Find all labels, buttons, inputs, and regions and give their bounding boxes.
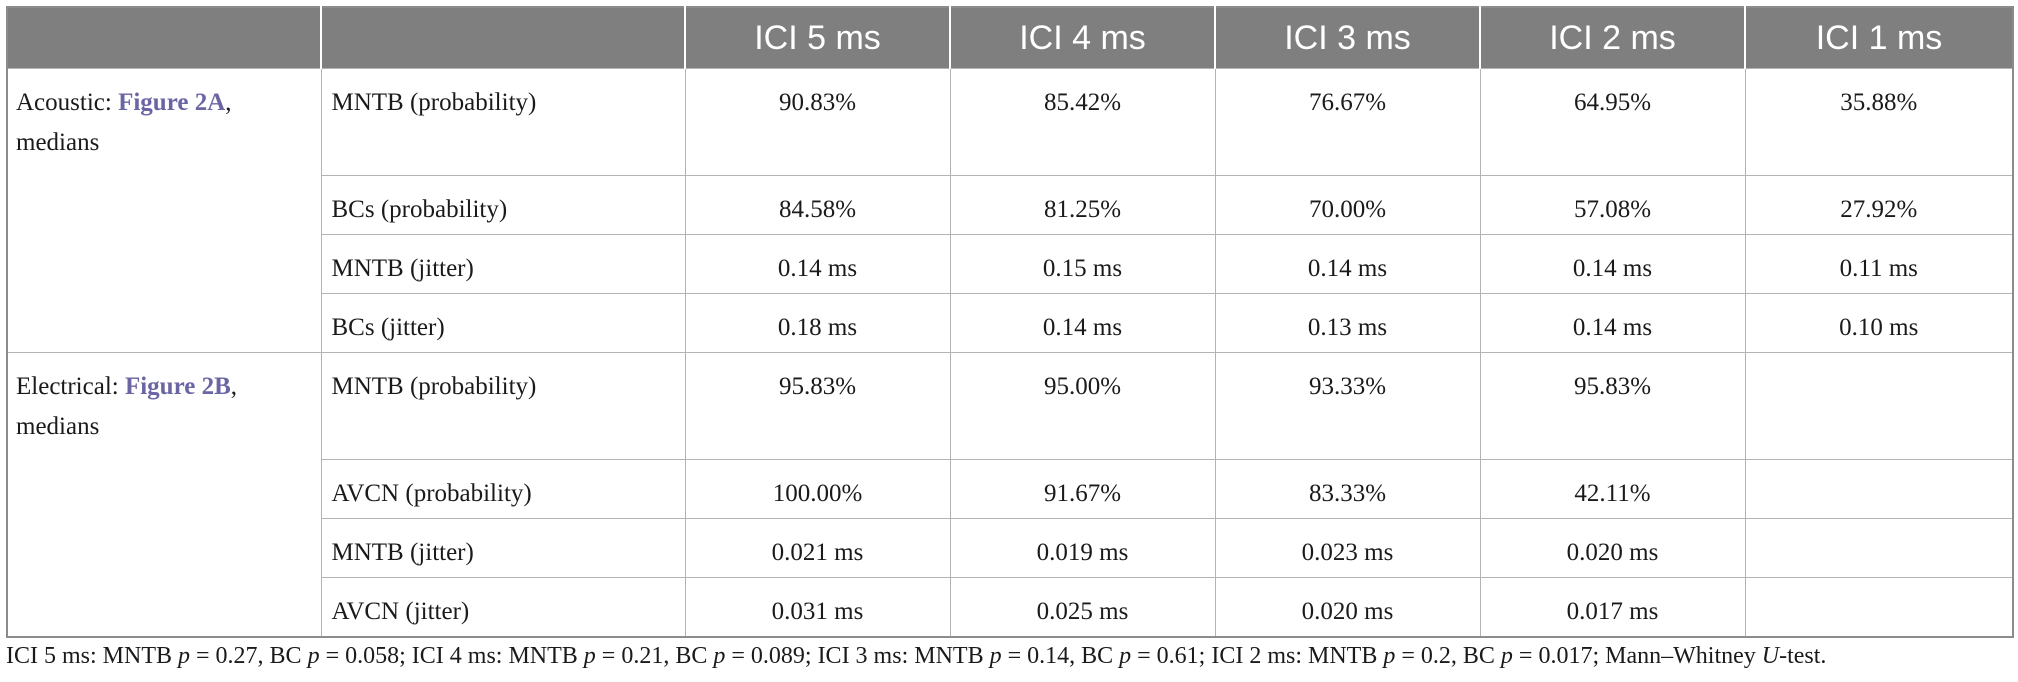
value-cell: 0.021 ms [684, 518, 951, 578]
table-row: Electrical: Figure 2B, medians MNTB (pro… [6, 352, 2014, 638]
group-label-prefix: Electrical: [16, 373, 125, 400]
footnote-segment: p [1383, 643, 1396, 669]
footnote-segment: p [1500, 643, 1513, 669]
header-ici-2: ICI 2 ms [1479, 7, 1746, 69]
value-cell: 0.11 ms [1744, 234, 2014, 294]
table-header-row: ICI 5 ms ICI 4 ms ICI 3 ms ICI 2 ms ICI … [7, 7, 2013, 69]
value-cell: 81.25% [949, 175, 1216, 235]
header-ici-3: ICI 3 ms [1214, 7, 1481, 69]
value-cell: 0.13 ms [1214, 293, 1481, 353]
value-cell: 91.67% [949, 459, 1216, 519]
header-group-cell [7, 7, 322, 69]
results-table: ICI 5 ms ICI 4 ms ICI 3 ms ICI 2 ms ICI … [6, 6, 2014, 638]
value-cell: 0.14 ms [684, 234, 951, 294]
value-cell: 70.00% [1214, 175, 1481, 235]
value-cell [1744, 352, 2014, 460]
footnote-segment: p [307, 643, 320, 669]
group-label-suffix: , [225, 89, 232, 116]
header-ici-1: ICI 1 ms [1744, 7, 2013, 69]
value-cell: 0.15 ms [949, 234, 1216, 294]
footnote-segment: = 0.14, BC [1001, 643, 1120, 669]
param-cell: AVCN (jitter) [320, 577, 686, 638]
footnote-segment: p [1119, 643, 1132, 669]
footnote-segment: = 0.089; ICI 3 ms: MNTB [725, 643, 990, 669]
footnote-segment: -test. [1779, 643, 1827, 669]
value-cell: 0.10 ms [1744, 293, 2014, 353]
value-cell: 35.88% [1744, 68, 2014, 176]
table-row: BCs (jitter) 0.18 ms 0.14 ms 0.13 ms 0.1… [7, 293, 2014, 353]
footnote-segment: = 0.058; ICI 4 ms: MNTB [319, 643, 584, 669]
value-cell [1744, 577, 2014, 638]
table-row: MNTB (jitter) 0.14 ms 0.15 ms 0.14 ms 0.… [7, 234, 2014, 294]
footnote-segment: = 0.21, BC [595, 643, 714, 669]
value-cell: 0.14 ms [1479, 293, 1746, 353]
param-cell: BCs (jitter) [320, 293, 686, 353]
value-cell: 83.33% [1214, 459, 1481, 519]
value-cell: 0.020 ms [1479, 518, 1746, 578]
footnote-segment: = 0.27, BC [190, 643, 308, 669]
table-row: AVCN (jitter) 0.031 ms 0.025 ms 0.020 ms… [7, 577, 2014, 638]
value-cell: 42.11% [1479, 459, 1746, 519]
value-cell: 0.031 ms [684, 577, 951, 638]
param-cell: MNTB (probability) [320, 68, 686, 176]
footnote-segment: p [989, 643, 1002, 669]
group-label-suffix: , [230, 373, 238, 400]
value-cell: 0.023 ms [1214, 518, 1481, 578]
footnote-segment: p [178, 643, 191, 669]
value-cell: 0.017 ms [1479, 577, 1746, 638]
value-cell: 0.019 ms [949, 518, 1216, 578]
table-row: MNTB (jitter) 0.021 ms 0.019 ms 0.023 ms… [7, 518, 2014, 578]
footnote-segment: = 0.017; Mann–Whitney [1512, 643, 1762, 669]
value-cell: 64.95% [1479, 68, 1746, 176]
footnote-segment: U [1761, 643, 1780, 669]
value-cell [1744, 459, 2014, 519]
table-row: AVCN (probability) 100.00% 91.67% 83.33%… [7, 459, 2014, 519]
footnote-segment: p [713, 643, 726, 669]
value-cell: 95.00% [949, 352, 1216, 460]
value-cell: 93.33% [1214, 352, 1481, 460]
figure-2a-link[interactable]: Figure 2A [118, 89, 226, 116]
value-cell: 85.42% [949, 68, 1216, 176]
value-cell: 90.83% [684, 68, 951, 176]
value-cell: 100.00% [684, 459, 951, 519]
value-cell: 0.18 ms [684, 293, 951, 353]
value-cell: 0.14 ms [949, 293, 1216, 353]
param-cell: AVCN (probability) [320, 459, 686, 519]
figure-2b-link[interactable]: Figure 2B [124, 373, 231, 400]
value-cell: 76.67% [1214, 68, 1481, 176]
group-label-line2: medians [16, 413, 100, 440]
value-cell: 27.92% [1744, 175, 2014, 235]
param-cell: BCs (probability) [320, 175, 686, 235]
group-label-acoustic: Acoustic: Figure 2A, medians [6, 68, 322, 353]
group-label-electrical: Electrical: Figure 2B, medians [6, 352, 322, 638]
footnote-segment: = 0.61; ICI 2 ms: MNTB [1131, 643, 1384, 669]
param-cell: MNTB (jitter) [320, 518, 686, 578]
param-cell: MNTB (probability) [320, 352, 686, 460]
header-ici-4: ICI 4 ms [949, 7, 1216, 69]
header-ici-5: ICI 5 ms [684, 7, 951, 69]
value-cell: 84.58% [684, 175, 951, 235]
value-cell: 0.020 ms [1214, 577, 1481, 638]
value-cell: 0.025 ms [949, 577, 1216, 638]
param-cell: MNTB (jitter) [320, 234, 686, 294]
value-cell: 95.83% [1479, 352, 1746, 460]
group-label-prefix: Acoustic: [16, 89, 119, 116]
group-label-line2: medians [16, 129, 100, 156]
header-param-cell [320, 7, 686, 69]
value-cell: 0.14 ms [1214, 234, 1481, 294]
footnote-segment: p [583, 643, 596, 669]
footnote-segment: = 0.2, BC [1395, 643, 1501, 669]
value-cell [1744, 518, 2014, 578]
footnote-segment: ICI 5 ms: MNTB [6, 643, 179, 669]
value-cell: 95.83% [684, 352, 951, 460]
table-footnote: ICI 5 ms: MNTB p = 0.27, BC p = 0.058; I… [6, 640, 2012, 672]
value-cell: 57.08% [1479, 175, 1746, 235]
table-row: Acoustic: Figure 2A, medians MNTB (proba… [6, 68, 2014, 353]
value-cell: 0.14 ms [1479, 234, 1746, 294]
